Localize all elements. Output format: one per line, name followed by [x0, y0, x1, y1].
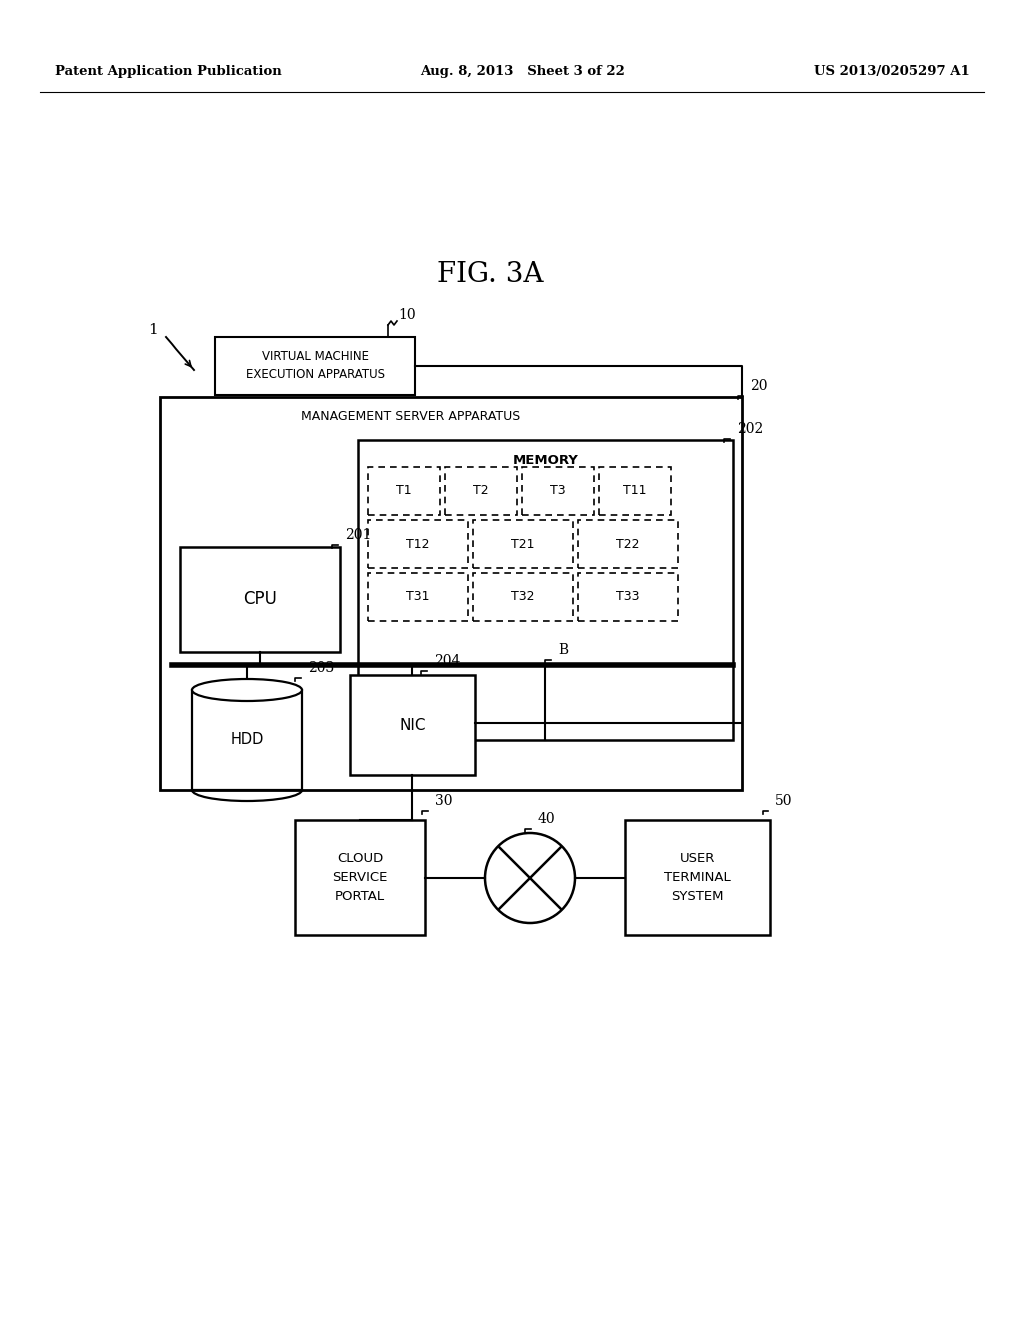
Text: T31: T31 [407, 590, 430, 603]
Bar [445, 467, 517, 515]
Text: HDD: HDD [230, 733, 264, 747]
Bar [578, 573, 678, 620]
Bar [368, 467, 440, 515]
Bar [368, 520, 468, 568]
Text: T12: T12 [407, 537, 430, 550]
Text: MEMORY: MEMORY [513, 454, 579, 466]
Bar [473, 573, 573, 620]
Text: 10: 10 [398, 308, 416, 322]
Bar [295, 820, 425, 935]
Bar [599, 467, 671, 515]
Text: NIC: NIC [399, 718, 426, 733]
Text: VIRTUAL MACHINE
EXECUTION APPARATUS: VIRTUAL MACHINE EXECUTION APPARATUS [246, 351, 384, 381]
Text: T1: T1 [396, 484, 412, 498]
Text: T33: T33 [616, 590, 640, 603]
Bar [193, 690, 302, 789]
Bar [160, 397, 742, 789]
Text: Patent Application Publication: Patent Application Publication [55, 66, 282, 78]
Text: 40: 40 [538, 812, 556, 826]
Text: T32: T32 [511, 590, 535, 603]
Text: USER
TERMINAL
SYSTEM: USER TERMINAL SYSTEM [665, 851, 731, 903]
Text: T3: T3 [550, 484, 566, 498]
Text: T21: T21 [511, 537, 535, 550]
Bar [350, 675, 475, 775]
Bar [368, 573, 468, 620]
Text: 203: 203 [308, 661, 334, 675]
Text: US 2013/0205297 A1: US 2013/0205297 A1 [814, 66, 970, 78]
Bar [180, 546, 340, 652]
Text: 202: 202 [737, 422, 763, 436]
Bar [215, 337, 415, 395]
Text: 30: 30 [435, 795, 453, 808]
Text: T2: T2 [473, 484, 488, 498]
Text: CLOUD
SERVICE
PORTAL: CLOUD SERVICE PORTAL [333, 851, 388, 903]
Bar [473, 520, 573, 568]
Text: B: B [558, 643, 568, 657]
Text: Aug. 8, 2013   Sheet 3 of 22: Aug. 8, 2013 Sheet 3 of 22 [420, 66, 625, 78]
Text: MANAGEMENT SERVER APPARATUS: MANAGEMENT SERVER APPARATUS [301, 411, 520, 424]
Bar [522, 467, 594, 515]
Text: 20: 20 [750, 379, 768, 393]
Text: 204: 204 [434, 653, 461, 668]
Bar [625, 820, 770, 935]
Text: T22: T22 [616, 537, 640, 550]
Circle shape [485, 833, 575, 923]
Text: 201: 201 [345, 528, 372, 543]
Bar [578, 520, 678, 568]
Ellipse shape [193, 678, 302, 701]
Bar [358, 440, 733, 741]
Text: 50: 50 [775, 795, 793, 808]
Text: FIG. 3A: FIG. 3A [437, 261, 544, 289]
Text: T11: T11 [624, 484, 647, 498]
Text: 1: 1 [148, 323, 158, 337]
Text: CPU: CPU [243, 590, 276, 609]
